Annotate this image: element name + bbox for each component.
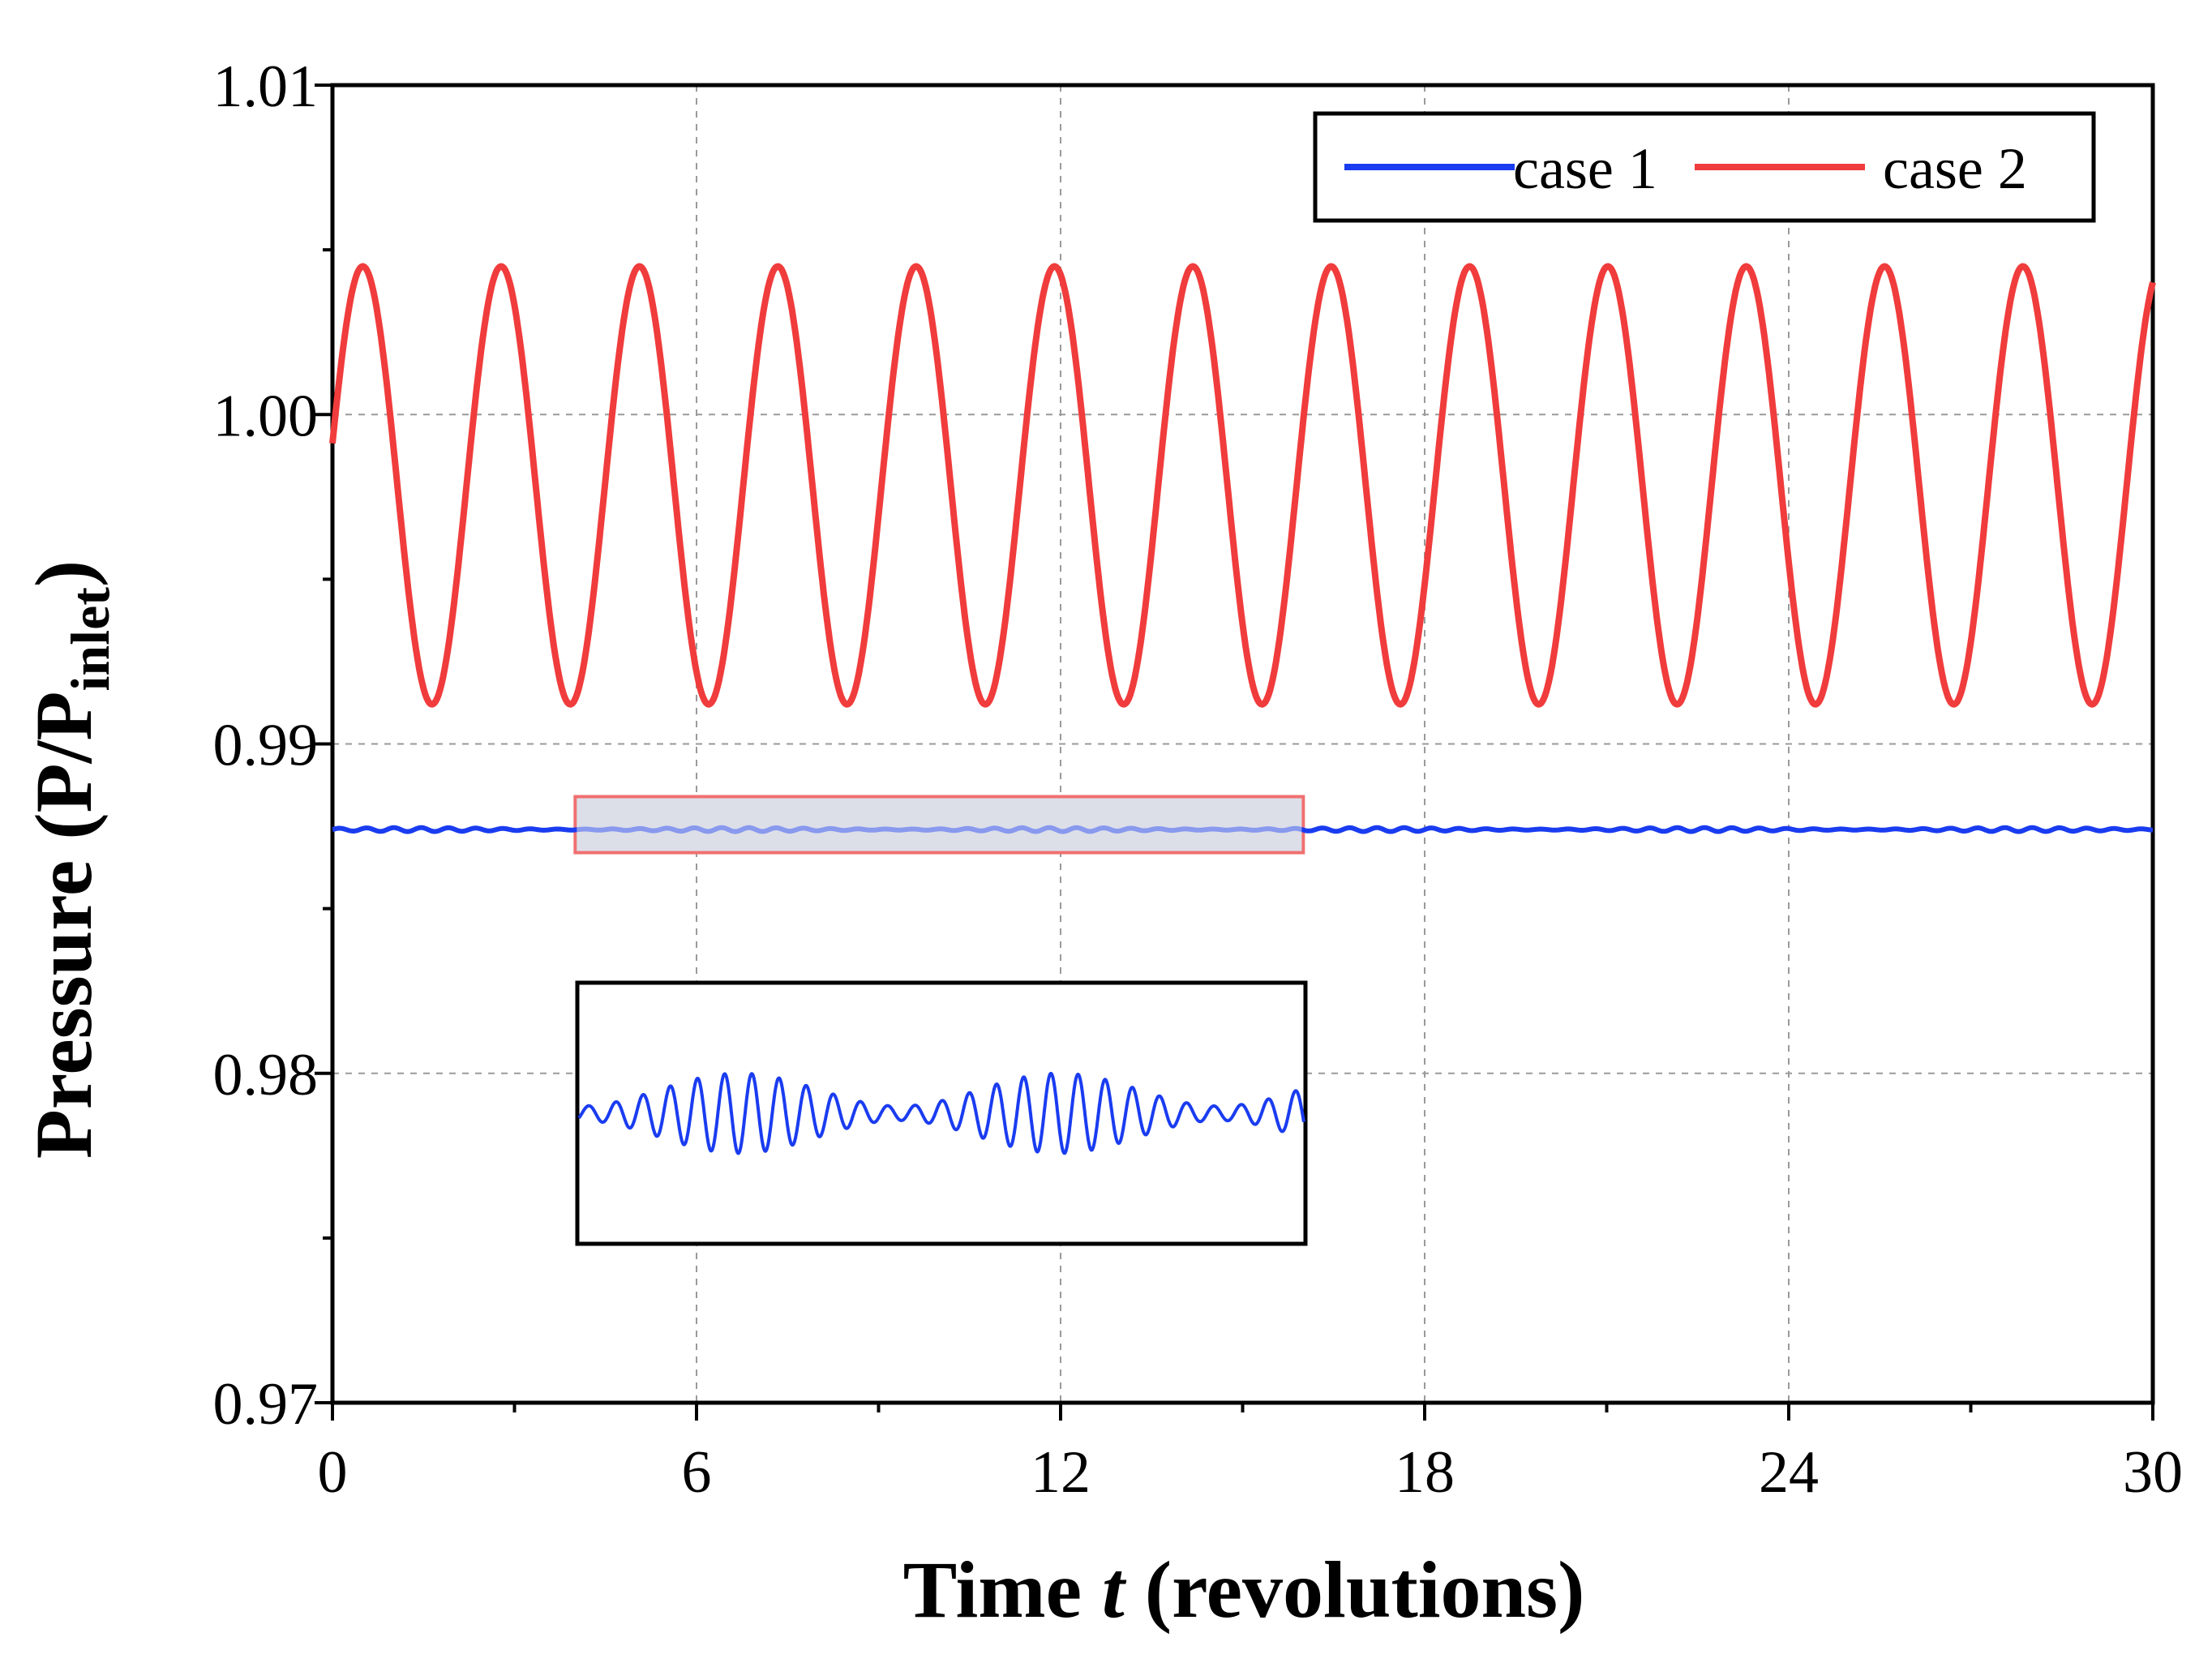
x-tick-label: 12 — [1031, 1439, 1091, 1506]
y-tick-label: 0.97 — [213, 1371, 319, 1438]
y-tick-labels: 0.97 0.98 0.99 1.00 1.01 — [213, 54, 319, 1438]
x-tick-label: 30 — [2123, 1439, 2183, 1506]
y-tick-label: 1.01 — [213, 54, 319, 120]
legend: case 1 case 2 — [1313, 111, 2096, 223]
x-axis-title: Time t (revolutions) — [903, 1545, 1585, 1635]
x-tick-label: 6 — [682, 1439, 712, 1506]
legend-case-2-label: case 2 — [1883, 136, 2027, 201]
y-tick-label: 1.00 — [213, 383, 319, 449]
zoom-highlight-overlay — [577, 798, 1302, 851]
x-tick-labels: 0 6 12 18 24 30 — [318, 1439, 2184, 1506]
x-tick-label: 24 — [1759, 1439, 1819, 1506]
y-axis-title: Pressure (P/Pinlet) — [19, 560, 121, 1159]
legend-case-1-label: case 1 — [1513, 136, 1657, 201]
inset-case-1-line — [577, 1071, 1305, 1155]
inset-zoom-panel — [575, 980, 1308, 1246]
x-tick-label: 18 — [1395, 1439, 1455, 1506]
series-case-2-line — [329, 263, 2156, 708]
y-tick-label: 0.98 — [213, 1042, 319, 1108]
inset-frame — [575, 980, 1308, 1246]
axis-ticks — [315, 84, 2154, 1421]
y-tick-label: 0.99 — [213, 713, 319, 779]
x-tick-label: 0 — [318, 1439, 348, 1506]
